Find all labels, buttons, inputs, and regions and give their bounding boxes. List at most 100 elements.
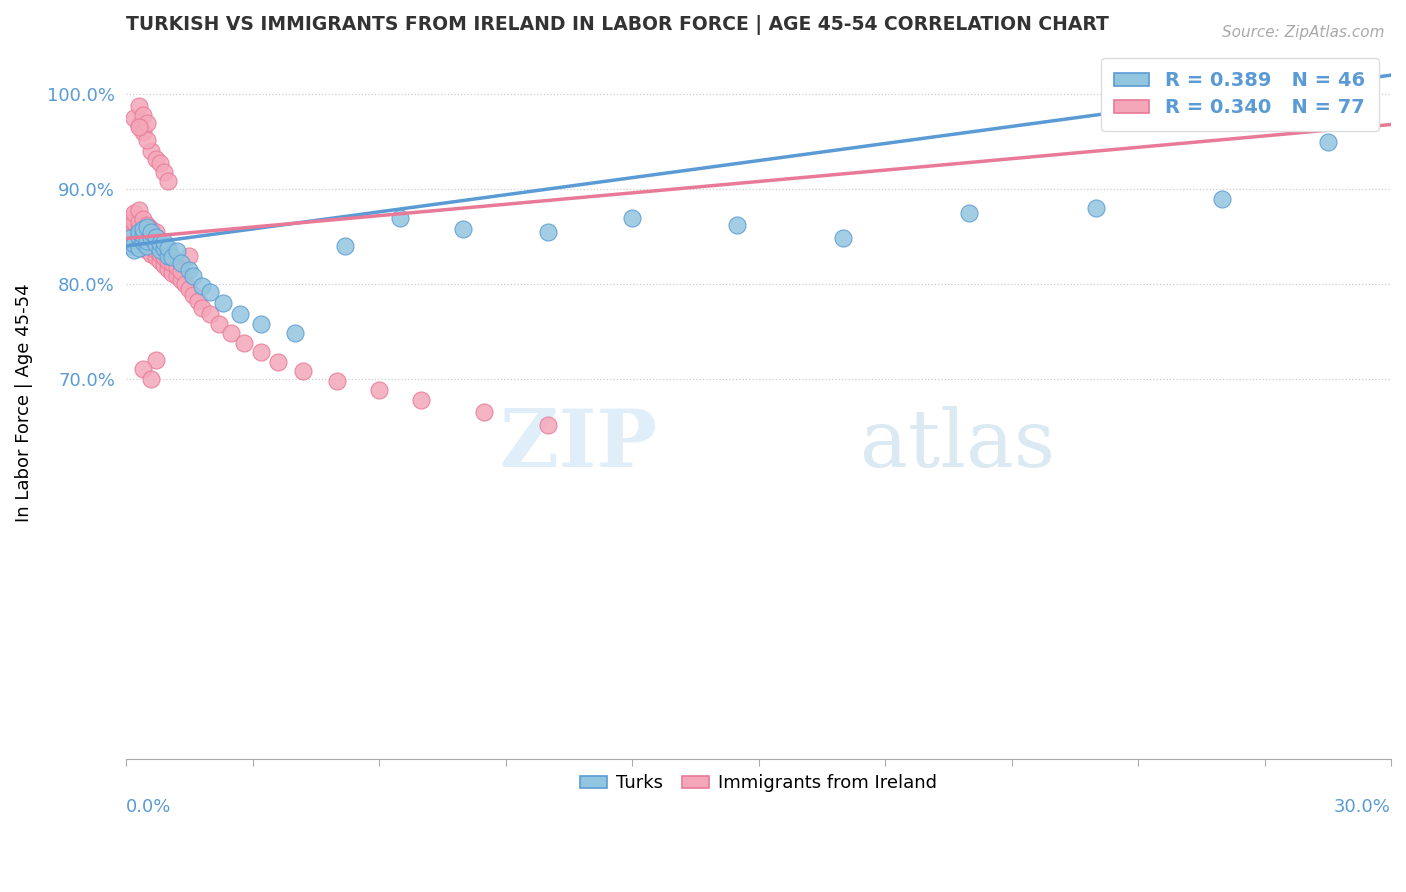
Point — [157, 248, 180, 262]
Point — [229, 307, 252, 321]
Point — [136, 235, 159, 249]
Point — [200, 285, 222, 299]
Point — [128, 118, 150, 132]
Point — [250, 317, 273, 331]
Point — [326, 374, 349, 388]
Point — [389, 211, 412, 225]
Point — [132, 239, 155, 253]
Point — [411, 392, 433, 407]
Point — [292, 364, 315, 378]
Point — [124, 225, 146, 239]
Point — [166, 269, 188, 284]
Point — [153, 235, 176, 250]
Point — [136, 227, 159, 242]
Point — [166, 244, 188, 258]
Point — [145, 152, 167, 166]
Point — [132, 222, 155, 236]
Point — [132, 227, 155, 242]
Point — [233, 335, 256, 350]
Point — [153, 251, 176, 265]
Point — [128, 222, 150, 236]
Point — [132, 362, 155, 376]
Text: atlas: atlas — [859, 407, 1054, 484]
Point — [132, 235, 155, 250]
Point — [141, 239, 163, 253]
Point — [141, 231, 163, 245]
Point — [128, 229, 150, 244]
Point — [157, 241, 180, 255]
Point — [153, 241, 176, 255]
Point — [141, 144, 163, 158]
Point — [368, 384, 391, 398]
Point — [250, 345, 273, 359]
Point — [145, 229, 167, 244]
Point — [128, 237, 150, 252]
Point — [128, 202, 150, 217]
Point — [136, 218, 159, 232]
Point — [136, 220, 159, 235]
Point — [141, 231, 163, 245]
Point — [120, 222, 142, 236]
Point — [132, 108, 155, 122]
Point — [1358, 87, 1381, 102]
Point — [124, 235, 146, 249]
Point — [179, 262, 201, 277]
Point — [170, 256, 193, 270]
Point — [145, 243, 167, 257]
Point — [120, 212, 142, 227]
Point — [145, 251, 167, 265]
Point — [136, 239, 159, 253]
Point — [187, 294, 209, 309]
Point — [174, 277, 197, 291]
Point — [831, 231, 853, 245]
Point — [267, 355, 290, 369]
Point — [1211, 192, 1233, 206]
Legend: Turks, Immigrants from Ireland: Turks, Immigrants from Ireland — [574, 767, 943, 799]
Point — [120, 231, 142, 245]
Point — [136, 235, 159, 250]
Point — [120, 229, 142, 244]
Point — [166, 260, 188, 274]
Point — [284, 326, 307, 341]
Point — [212, 296, 235, 310]
Point — [453, 222, 475, 236]
Point — [128, 227, 150, 242]
Point — [335, 239, 357, 253]
Point — [128, 225, 150, 239]
Point — [145, 225, 167, 239]
Point — [120, 239, 142, 253]
Point — [153, 165, 176, 179]
Text: TURKISH VS IMMIGRANTS FROM IRELAND IN LABOR FORCE | AGE 45-54 CORRELATION CHART: TURKISH VS IMMIGRANTS FROM IRELAND IN LA… — [127, 15, 1109, 35]
Point — [124, 243, 146, 257]
Point — [141, 372, 163, 386]
Point — [136, 133, 159, 147]
Point — [128, 120, 150, 135]
Point — [149, 237, 172, 252]
Point — [145, 235, 167, 250]
Point — [141, 246, 163, 260]
Point — [179, 282, 201, 296]
Point — [153, 241, 176, 255]
Point — [149, 243, 172, 257]
Point — [957, 206, 980, 220]
Point — [162, 251, 184, 265]
Point — [128, 215, 150, 229]
Text: 0.0%: 0.0% — [127, 798, 172, 816]
Point — [132, 231, 155, 245]
Point — [537, 225, 560, 239]
Point — [132, 212, 155, 227]
Point — [132, 125, 155, 139]
Point — [145, 353, 167, 368]
Point — [149, 155, 172, 169]
Text: Source: ZipAtlas.com: Source: ZipAtlas.com — [1222, 25, 1385, 40]
Point — [124, 237, 146, 252]
Point — [124, 111, 146, 125]
Point — [191, 279, 214, 293]
Point — [537, 417, 560, 432]
Point — [157, 261, 180, 276]
Point — [183, 269, 205, 284]
Point — [136, 115, 159, 129]
Y-axis label: In Labor Force | Age 45-54: In Labor Force | Age 45-54 — [15, 284, 32, 522]
Point — [1084, 201, 1107, 215]
Point — [132, 224, 155, 238]
